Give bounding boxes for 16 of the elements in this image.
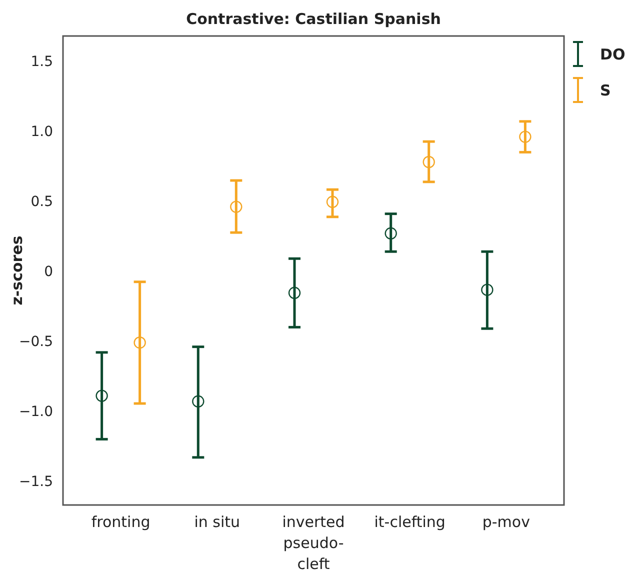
x-tick-label: fronting	[91, 513, 150, 531]
legend-label: DO	[600, 45, 626, 64]
x-tick-label: in situ	[194, 513, 240, 531]
x-tick-label: it-clefting	[374, 513, 446, 531]
y-tick-label: 0	[44, 264, 53, 280]
y-tick-label: 1.0	[30, 124, 53, 140]
x-tick-label: p-mov	[482, 513, 530, 531]
x-tick-label: inverted pseudo-cleft	[282, 513, 345, 573]
y-tick-label: 0.5	[30, 194, 53, 210]
y-tick-label: −1.5	[19, 474, 53, 490]
y-tick-label: −1.0	[19, 404, 53, 420]
y-axis-title: z-scores	[8, 236, 26, 306]
y-tick-label: 1.5	[30, 54, 53, 70]
y-tick-label: −0.5	[19, 334, 53, 350]
legend-label: S	[600, 81, 611, 100]
chart-title: Contrastive: Castilian Spanish	[186, 10, 441, 28]
